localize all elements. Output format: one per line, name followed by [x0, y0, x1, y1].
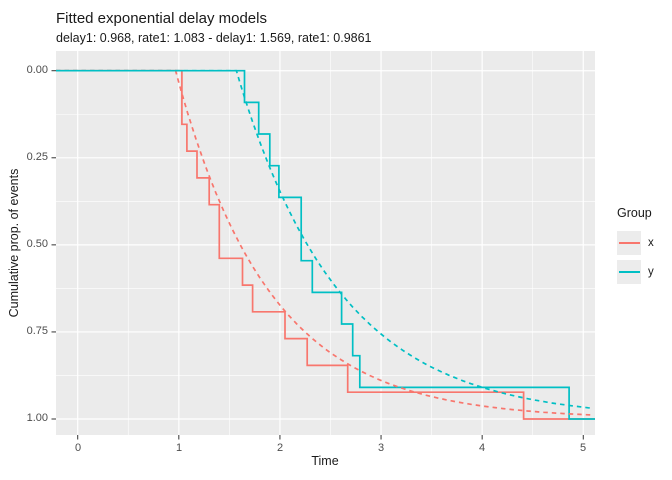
chart-title: Fitted exponential delay models [56, 10, 267, 27]
y-tick-label: 0.75 [26, 325, 48, 337]
legend-label-y: y [648, 266, 654, 278]
y-tick-label: 0.50 [26, 238, 48, 250]
legend-line-sample-y [618, 271, 640, 273]
x-tick-label: 2 [276, 442, 284, 454]
legend-title: Group [617, 206, 652, 220]
step-line-y [56, 69, 595, 420]
x-tick-label: 0 [74, 442, 82, 454]
fitted-line-x [56, 69, 593, 416]
legend-key-x [617, 231, 641, 255]
x-tick-label: 1 [175, 442, 183, 454]
legend-line-sample-x [618, 242, 640, 244]
y-axis-title: Cumulative prop. of events [7, 168, 21, 318]
legend-key-y [617, 260, 641, 284]
chart-subtitle: delay1: 0.968, rate1: 1.083 - delay1: 1.… [56, 31, 372, 45]
y-tick-label: 1.00 [26, 412, 48, 424]
step-line-x [56, 69, 595, 420]
x-tick-label: 3 [377, 442, 385, 454]
x-tick-label: 4 [478, 442, 486, 454]
plot-panel [56, 51, 595, 435]
y-tick-label: 0.25 [26, 151, 48, 163]
x-axis-title: Time [311, 454, 339, 468]
y-tick-label: 0.00 [26, 64, 48, 76]
legend-label-x: x [648, 237, 654, 249]
x-tick-label: 5 [579, 442, 587, 454]
